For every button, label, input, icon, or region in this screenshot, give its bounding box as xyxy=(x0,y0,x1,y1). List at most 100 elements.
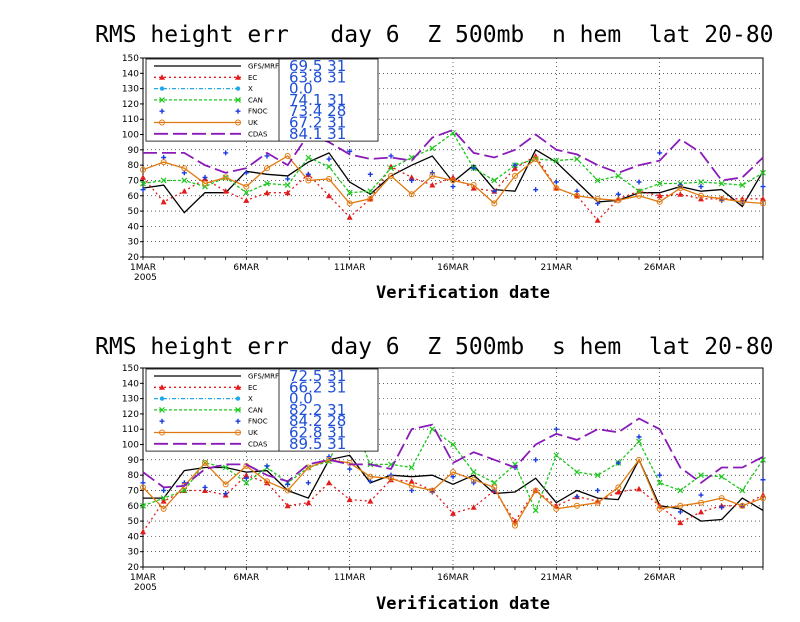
data-point-uk xyxy=(181,165,188,172)
data-point-uk xyxy=(429,172,436,179)
legend-marker xyxy=(235,406,241,413)
data-point-uk xyxy=(264,165,270,172)
legend-entry-stat: 69.5 31 xyxy=(289,57,346,75)
data-point-can xyxy=(594,177,601,184)
data-point-fnoc xyxy=(636,434,642,440)
data-point-can xyxy=(326,163,332,170)
data-point-fnoc xyxy=(471,165,477,171)
y-tick-label: 120 xyxy=(122,410,139,420)
data-point-fnoc xyxy=(471,480,477,486)
data-point-can xyxy=(222,464,229,471)
x-tick-label: 11MAR xyxy=(334,573,366,583)
y-tick-label: 150 xyxy=(122,364,139,374)
data-point-fnoc xyxy=(326,454,332,460)
data-point-can xyxy=(718,180,725,187)
data-point-ec xyxy=(677,191,684,197)
data-point-ec xyxy=(470,504,477,510)
data-point-uk xyxy=(284,487,291,494)
legend-marker xyxy=(235,108,241,114)
data-point-can xyxy=(243,479,250,486)
y-tick-label: 70 xyxy=(128,486,140,496)
x-axis-label: Verification date xyxy=(376,594,550,614)
y-tick-label: 80 xyxy=(128,161,140,171)
data-point-can xyxy=(470,469,477,476)
legend-marker xyxy=(159,429,165,436)
data-point-uk xyxy=(718,495,725,502)
data-point-uk xyxy=(388,172,394,179)
data-point-can xyxy=(388,165,394,172)
legend-entry-stat: 72.5 31 xyxy=(289,367,346,385)
data-point-fnoc xyxy=(719,504,725,510)
x-tick-sublabel: 2005 xyxy=(134,273,157,283)
data-point-uk xyxy=(739,198,746,205)
data-point-fnoc xyxy=(595,487,601,493)
data-point-fnoc xyxy=(760,477,766,483)
x-tick-label: 6MAR xyxy=(233,263,259,273)
x-tick-label: 1MAR xyxy=(130,263,156,273)
y-tick-label: 30 xyxy=(128,548,140,558)
data-point-uk xyxy=(491,200,498,207)
legend-marker xyxy=(159,406,165,413)
data-point-uk xyxy=(677,185,684,192)
data-point-fnoc xyxy=(657,150,663,156)
data-point-fnoc xyxy=(347,148,353,154)
data-point-ec xyxy=(636,485,642,492)
data-point-can xyxy=(140,180,146,187)
data-point-ec xyxy=(656,192,663,199)
data-point-fnoc xyxy=(140,187,146,193)
data-point-uk xyxy=(388,475,394,482)
data-point-ec xyxy=(160,198,167,205)
data-point-ec xyxy=(326,479,332,486)
data-point-ec xyxy=(367,498,374,504)
legend-entry-stat: 74.1 31 xyxy=(289,91,346,109)
legend-marker xyxy=(235,418,241,424)
data-point-can xyxy=(160,495,167,502)
data-point-fnoc xyxy=(553,179,559,185)
chart-title: RMS height err day 6 Z 500mb s hem lat 2… xyxy=(95,334,774,360)
legend-entry-stat: 62.8 31 xyxy=(289,424,346,442)
x-tick-label: 26MAR xyxy=(644,263,676,273)
data-point-uk xyxy=(367,195,374,202)
data-point-fnoc xyxy=(533,457,539,463)
y-tick-label: 90 xyxy=(128,456,140,466)
data-point-can xyxy=(305,154,312,161)
legend-entry-stat: 0.0 xyxy=(289,390,313,408)
data-point-fnoc xyxy=(512,162,518,168)
data-point-ec xyxy=(512,165,518,171)
legend-entry-stat: 89.5 31 xyxy=(289,435,346,453)
data-point-uk xyxy=(698,192,704,199)
data-point-can xyxy=(491,177,498,184)
data-point-can xyxy=(181,177,188,184)
data-point-ec xyxy=(181,188,188,194)
legend-entry-label: UK xyxy=(248,119,258,127)
data-point-uk xyxy=(408,191,415,198)
data-point-ec xyxy=(408,478,415,484)
data-point-can xyxy=(574,156,580,162)
y-tick-label: 130 xyxy=(122,85,139,95)
data-point-uk xyxy=(718,195,725,202)
data-point-uk xyxy=(615,197,622,204)
data-point-ec xyxy=(429,182,436,188)
data-point-can xyxy=(140,502,146,509)
data-point-can xyxy=(429,426,436,433)
y-tick-label: 80 xyxy=(128,471,140,481)
data-point-can xyxy=(760,169,766,176)
data-point-uk xyxy=(367,473,374,480)
legend-marker xyxy=(159,74,165,80)
data-point-can xyxy=(574,469,580,476)
data-point-uk xyxy=(346,459,353,466)
data-point-can xyxy=(160,177,167,184)
data-point-uk xyxy=(574,192,580,199)
legend-entry-label: X xyxy=(248,395,253,403)
data-point-ec xyxy=(346,214,353,220)
legend: GFS/MRF 72.5 31 EC 66.2 31 X 0.0 CAN 82.2 31 FNO… xyxy=(145,367,379,453)
data-point-fnoc xyxy=(553,426,559,432)
data-point-uk xyxy=(408,482,415,489)
data-point-uk xyxy=(760,495,766,502)
data-point-uk xyxy=(739,502,746,509)
data-point-uk xyxy=(222,174,229,181)
chart-panel-s-hem: RMS height err day 6 Z 500mb s hem lat 2… xyxy=(95,334,774,614)
data-point-can xyxy=(636,188,642,195)
legend-entry-stat: 63.8 31 xyxy=(289,68,346,86)
data-point-ec xyxy=(305,499,312,506)
